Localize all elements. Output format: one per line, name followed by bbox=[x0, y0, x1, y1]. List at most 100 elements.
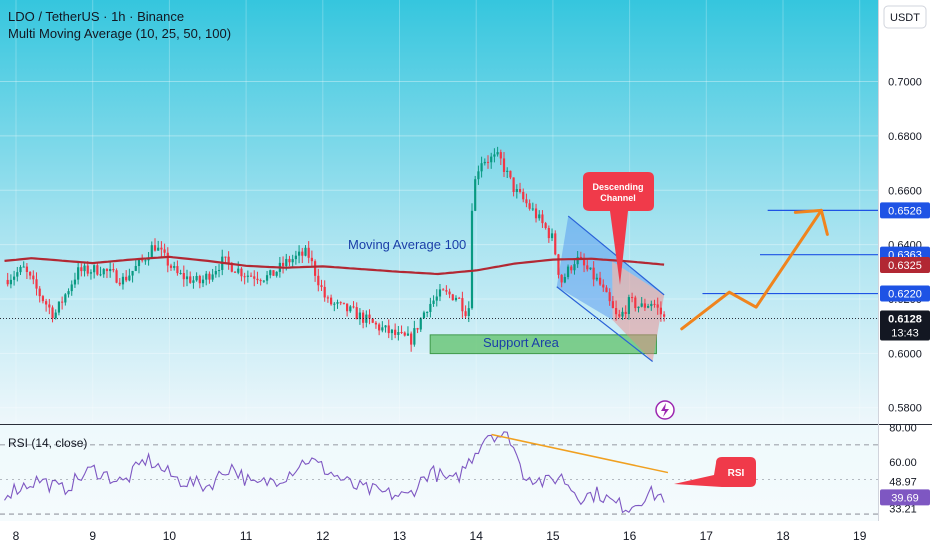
price-tick-label: 0.6000 bbox=[888, 348, 922, 360]
candle-body bbox=[125, 276, 128, 281]
candle-body bbox=[374, 322, 378, 325]
candle-body bbox=[663, 314, 666, 317]
candle-body bbox=[557, 254, 560, 275]
candle-body bbox=[25, 266, 29, 272]
candle-body bbox=[582, 258, 586, 266]
rsi-title: RSI (14, close) bbox=[8, 436, 87, 450]
candle-body bbox=[89, 272, 93, 274]
rsi-line bbox=[4, 431, 665, 514]
candle-body bbox=[400, 332, 403, 334]
rsi-trendline bbox=[491, 433, 669, 474]
level-tag-06220-bg bbox=[880, 285, 930, 302]
candle-body bbox=[249, 275, 253, 277]
candle-body bbox=[313, 261, 317, 276]
candle-body bbox=[647, 306, 650, 308]
candle-body bbox=[70, 284, 73, 292]
candle-body bbox=[99, 274, 102, 276]
candle-body bbox=[502, 158, 506, 172]
ma-value-tag-bg bbox=[880, 257, 930, 273]
candle-body bbox=[134, 265, 137, 271]
candle-body bbox=[608, 292, 611, 302]
candle-body bbox=[48, 304, 51, 308]
candle-body bbox=[381, 327, 384, 331]
candle-body bbox=[445, 290, 448, 292]
candle-body bbox=[237, 268, 240, 273]
candle-body bbox=[137, 259, 141, 266]
currency-label[interactable]: USDT bbox=[890, 12, 920, 24]
candle-body bbox=[656, 304, 659, 308]
candle-body bbox=[333, 303, 336, 305]
candle-body bbox=[576, 256, 579, 265]
channel-upper-fill bbox=[556, 216, 665, 321]
current-price-tag: 0.6128 bbox=[888, 314, 922, 326]
time-tick-label: 12 bbox=[316, 529, 330, 543]
price-tick-label: 0.6600 bbox=[888, 185, 922, 197]
candle-body bbox=[112, 269, 115, 271]
candle-body bbox=[35, 279, 38, 289]
support-rect bbox=[429, 334, 657, 355]
candle-body bbox=[387, 325, 390, 334]
level-tag-06526: 0.6526 bbox=[888, 205, 922, 217]
level-tag-06220: 0.6220 bbox=[888, 289, 922, 301]
candle-body bbox=[195, 275, 198, 281]
indicator-title: Multi Moving Average (10, 25, 50, 100) bbox=[8, 26, 231, 41]
candle-body bbox=[281, 262, 285, 267]
candle-body bbox=[432, 300, 435, 304]
candle-body bbox=[416, 328, 419, 330]
time-tick-label: 17 bbox=[700, 529, 714, 543]
candle-body bbox=[403, 332, 406, 336]
current-price-tag-bg bbox=[880, 310, 930, 341]
price-tick-label: 0.5800 bbox=[888, 403, 922, 415]
candle-body bbox=[390, 329, 394, 334]
candle-body bbox=[509, 170, 512, 178]
candle-body bbox=[275, 271, 278, 276]
candle-body bbox=[45, 301, 48, 305]
rsi-tick-label: 80.00 bbox=[889, 423, 917, 435]
candle-body bbox=[426, 311, 429, 313]
candle-body bbox=[342, 302, 346, 304]
candle-body bbox=[454, 297, 458, 301]
candle-body bbox=[429, 303, 432, 312]
candle-body bbox=[102, 269, 105, 275]
candle-body bbox=[214, 271, 217, 275]
candle-body bbox=[634, 297, 637, 309]
candle-body bbox=[227, 256, 230, 263]
candle-body bbox=[547, 228, 550, 239]
candle-body bbox=[205, 273, 208, 280]
time-tick-label: 11 bbox=[240, 529, 253, 543]
candle-body bbox=[589, 267, 592, 270]
currency-button[interactable]: USDT bbox=[883, 5, 927, 29]
candle-body bbox=[86, 265, 89, 274]
time-tick-label: 16 bbox=[623, 529, 637, 543]
symbol-title: LDO / TetherUS · 1h · Binance bbox=[8, 9, 184, 24]
forecast-arrowhead bbox=[793, 208, 829, 236]
candle-body bbox=[643, 303, 647, 308]
price-tick-label: 0.7000 bbox=[888, 77, 922, 89]
candle-body bbox=[518, 189, 522, 192]
countdown-tag: 13:43 bbox=[891, 328, 919, 340]
candle-body bbox=[531, 208, 534, 210]
candle-body bbox=[384, 325, 387, 328]
candle-body bbox=[474, 179, 477, 211]
candle-body bbox=[394, 329, 397, 335]
candle-body bbox=[291, 259, 294, 263]
lightning-icon[interactable] bbox=[655, 400, 675, 420]
candle-body bbox=[115, 270, 118, 283]
time-tick-label: 13 bbox=[393, 529, 407, 543]
candle-body bbox=[461, 298, 464, 312]
candle-body bbox=[176, 266, 179, 274]
channel-callout-line2: Channel bbox=[600, 193, 636, 203]
rsi-callout-label: RSI bbox=[728, 468, 745, 479]
price-tick-label: 0.6800 bbox=[888, 131, 922, 143]
channel-callout-line1: Descending bbox=[592, 182, 643, 192]
candle-body bbox=[477, 171, 480, 180]
candle-body bbox=[352, 306, 355, 308]
candle-body bbox=[618, 314, 621, 317]
candle-body bbox=[490, 156, 493, 163]
rsi-callout: RSI bbox=[674, 457, 756, 487]
candle-body bbox=[320, 285, 323, 287]
candle-body bbox=[435, 296, 438, 301]
candle-body bbox=[109, 269, 112, 272]
candle-body bbox=[54, 312, 57, 319]
level-tag-06526-bg bbox=[880, 202, 930, 219]
